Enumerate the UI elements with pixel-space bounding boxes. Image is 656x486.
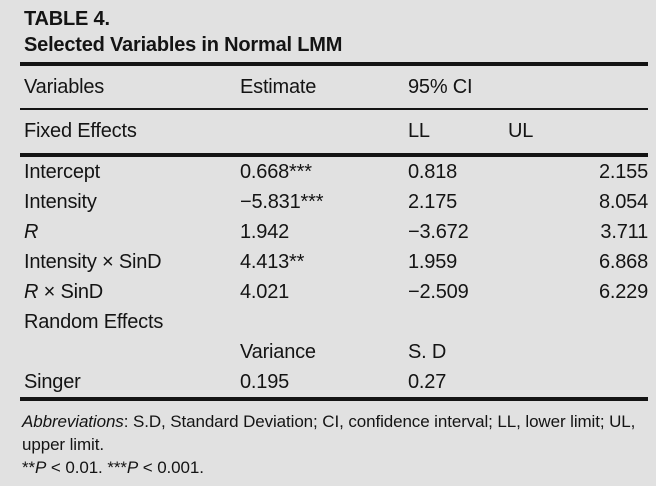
sd-value: 0.27 (408, 367, 508, 401)
significance-note: **P < 0.01. ***P < 0.001. (22, 456, 646, 479)
variable-name: R (20, 217, 240, 247)
ul-value: 6.229 (598, 280, 648, 303)
table-row-intensity-sind: Intensity × SinD 4.413** 1.959 6.868 (20, 247, 648, 277)
subheader-spacer (240, 109, 408, 157)
sig1-p: P (35, 458, 47, 477)
col-header-spacer (508, 62, 648, 110)
table-row-intensity: Intensity −5.831*** 2.175 8.054 (20, 187, 648, 217)
ll-value: −3.672 (408, 220, 469, 243)
variable-plain-part: × SinD (38, 280, 104, 303)
variable-name: R × SinD (20, 277, 240, 307)
section-row-random-effects: Random Effects (20, 307, 648, 337)
col-header-estimate: Estimate (240, 62, 408, 110)
ll-value: 1.959 (408, 250, 458, 273)
ul-value: 3.711 (600, 220, 648, 243)
variable-italic-part: R (24, 280, 39, 303)
variance-value: 0.195 (240, 367, 408, 401)
variable-name: Singer (20, 367, 240, 401)
col-header-variables: Variables (20, 62, 240, 110)
estimate-value: −5.831*** (240, 190, 324, 213)
table-row-intercept: Intercept 0.668*** 0.818 2.155 (20, 155, 648, 187)
data-table: Variables Estimate 95% CI Fixed Effects … (20, 62, 648, 401)
variable-plain-part: Intensity (24, 190, 97, 213)
variable-plain-part: Intercept (24, 160, 101, 183)
column-header-row: Variables Estimate 95% CI (20, 62, 648, 110)
subheader-row: Fixed Effects LL UL (20, 109, 648, 157)
abbreviations-label: Abbreviations (22, 412, 124, 431)
random-effects-header-row: Variance S. D (20, 337, 648, 367)
estimate-value: 4.021 (240, 280, 290, 303)
table-row-singer: Singer 0.195 0.27 (20, 367, 648, 401)
abbreviations-note: Abbreviations: S.D, Standard Deviation; … (22, 410, 646, 456)
estimate-value: 4.413** (240, 250, 305, 273)
ul-value: 2.155 (598, 160, 648, 183)
sd-header: S. D (408, 340, 447, 363)
col-header-ll: LL (408, 109, 508, 157)
variable-name: Intensity × SinD (20, 247, 240, 277)
sig2-p: P (126, 458, 139, 477)
table-title: Selected Variables in Normal LMM (24, 34, 343, 56)
col-header-ci: 95% CI (408, 62, 508, 110)
ll-value: 0.818 (408, 160, 458, 183)
sig1-text: < 0.01. (46, 458, 108, 477)
table-row-r-sind: R × SinD 4.021 −2.509 6.229 (20, 277, 648, 307)
variable-italic-part: R (24, 220, 39, 243)
col-header-ul: UL (508, 109, 648, 157)
abbreviations-text: : S.D, Standard Deviation; CI, confidenc… (22, 412, 636, 454)
ll-value: −2.509 (408, 280, 469, 303)
table-title-block: TABLE 4. Selected Variables in Normal LM… (0, 6, 656, 58)
sig1-stars: ** (22, 458, 36, 477)
ul-value: 6.868 (598, 250, 648, 273)
variable-name: Intensity (20, 187, 240, 217)
table-footnotes: Abbreviations: S.D, Standard Deviation; … (22, 410, 646, 479)
section-fixed-effects: Fixed Effects (20, 109, 240, 157)
sig2-stars: *** (107, 458, 127, 477)
sig2-text: < 0.001. (138, 458, 204, 477)
section-random-effects: Random Effects (24, 310, 164, 333)
estimate-value: 0.668*** (240, 160, 312, 183)
ll-value: 2.175 (408, 190, 458, 213)
ul-value: 8.054 (598, 190, 648, 213)
table-row-r: R 1.942 −3.672 3.711 (20, 217, 648, 247)
variance-header: Variance (240, 340, 316, 363)
variable-name: Intercept (20, 155, 240, 187)
variable-plain-part: Intensity × SinD (24, 250, 162, 273)
estimate-value: 1.942 (240, 220, 290, 243)
table-label: TABLE 4. (24, 8, 110, 30)
